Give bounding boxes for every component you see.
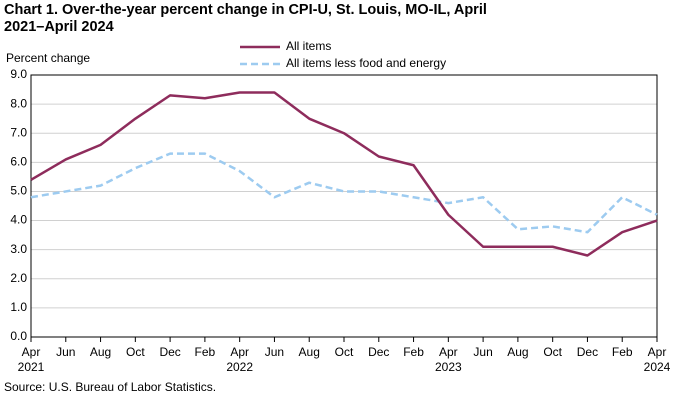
x-tick-label: Apr (439, 345, 458, 359)
x-year-label: 2022 (226, 360, 253, 374)
x-tick-label: Feb (403, 345, 424, 359)
y-tick-label: 2.0 (10, 271, 27, 285)
x-tick-label: Jun (473, 345, 492, 359)
x-year-label: 2021 (18, 360, 45, 374)
x-tick-label: Oct (335, 345, 354, 359)
x-tick-label: Feb (612, 345, 633, 359)
y-tick-label: 0.0 (10, 329, 27, 343)
x-tick-label: Apr (648, 345, 667, 359)
x-tick-label: Feb (195, 345, 216, 359)
y-tick-label: 1.0 (10, 300, 27, 314)
x-tick-label: Dec (368, 345, 389, 359)
y-tick-label: 9.0 (10, 67, 27, 81)
source: Source: U.S. Bureau of Labor Statistics. (4, 380, 216, 394)
y-tick-label: 5.0 (10, 184, 27, 198)
y-tick-label: 3.0 (10, 242, 27, 256)
plot-border (30, 74, 658, 338)
x-tick-label: Aug (507, 345, 528, 359)
x-tick-label: Oct (543, 345, 562, 359)
x-tick-label: Aug (299, 345, 320, 359)
y-tick-label: 4.0 (10, 213, 27, 227)
chart-title: Chart 1. Over-the-year percent change in… (4, 2, 487, 35)
y-tick-label: 7.0 (10, 125, 27, 139)
y-axis-label: Percent change (6, 51, 90, 65)
x-tick-label: Apr (22, 345, 41, 359)
legend-label: All items (286, 39, 331, 53)
x-year-label: 2024 (644, 360, 671, 374)
x-tick-label: Jun (265, 345, 284, 359)
series-line (30, 91, 658, 257)
y-tick-label: 8.0 (10, 96, 27, 110)
x-tick-label: Dec (577, 345, 598, 359)
x-year-label: 2023 (435, 360, 462, 374)
x-tick-label: Jun (56, 345, 75, 359)
x-tick-label: Aug (90, 345, 111, 359)
x-tick-label: Apr (230, 345, 249, 359)
x-tick-label: Dec (159, 345, 180, 359)
y-tick-label: 6.0 (10, 155, 27, 169)
legend-label: All items less food and energy (286, 56, 446, 70)
x-tick-label: Oct (126, 345, 145, 359)
